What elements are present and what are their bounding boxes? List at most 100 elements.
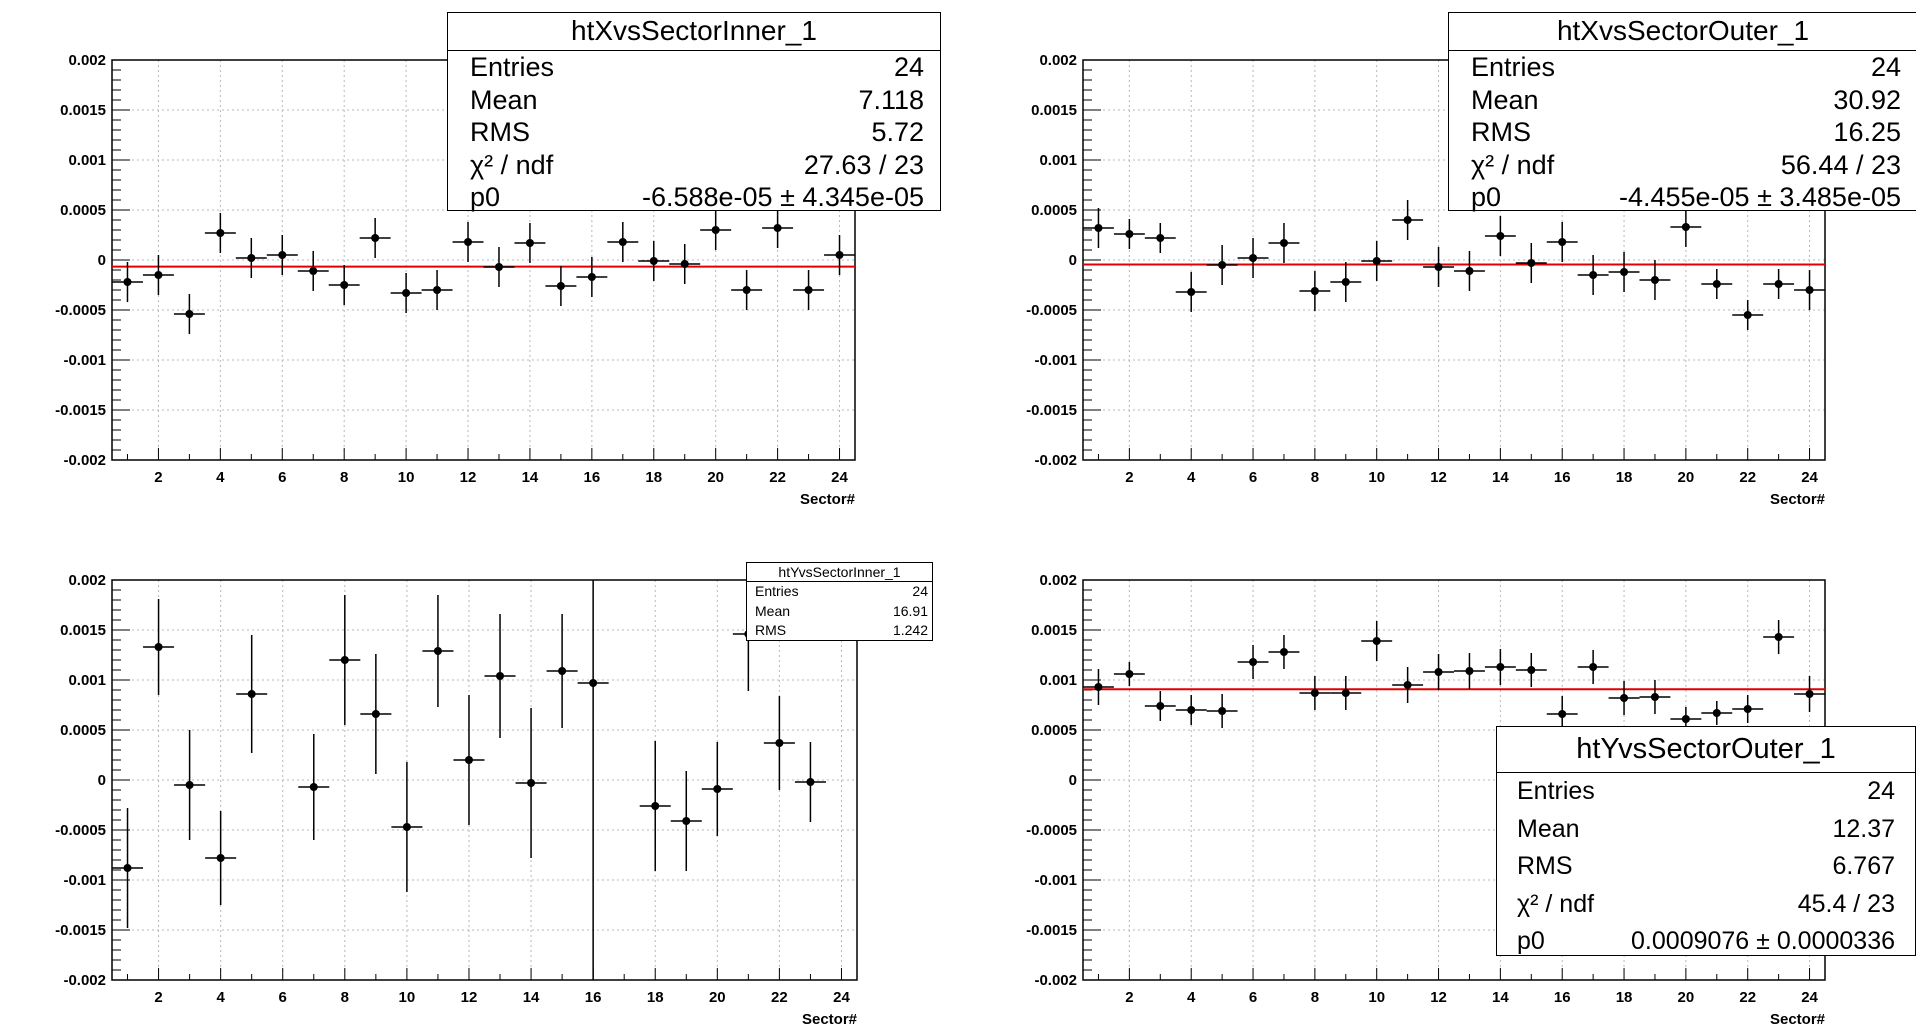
data-point bbox=[309, 783, 318, 791]
y-tick-label: 0.001 bbox=[1039, 672, 1077, 689]
data-point bbox=[1620, 268, 1629, 276]
stats-value: 30.92 bbox=[1833, 84, 1901, 115]
y-tick-label: 0.002 bbox=[1039, 52, 1077, 69]
stats-value: 45.4 / 23 bbox=[1797, 889, 1895, 918]
stats-value: 24 bbox=[1867, 777, 1895, 805]
data-point bbox=[247, 254, 256, 262]
data-point bbox=[556, 282, 565, 290]
data-point bbox=[1094, 224, 1103, 232]
stats-box-x-outer: htXvsSectorOuter_1 Entries 24 Mean 30.92 R… bbox=[1448, 12, 1916, 212]
data-point bbox=[123, 864, 132, 872]
x-tick-label: 12 bbox=[460, 469, 477, 486]
data-point bbox=[1743, 705, 1752, 713]
x-tick-label: 22 bbox=[1739, 469, 1756, 486]
data-point bbox=[402, 823, 411, 831]
stats-box-y-outer: htYvsSectorOuter_1 Entries 24 Mean 12.37 R… bbox=[1496, 726, 1916, 956]
x-tick-label: 2 bbox=[154, 469, 162, 486]
y-tick-label: 0.0015 bbox=[1031, 622, 1077, 639]
data-point bbox=[618, 238, 627, 246]
stats-value: 1.242 bbox=[892, 622, 928, 638]
data-point bbox=[1156, 702, 1165, 710]
plot-frame bbox=[111, 579, 858, 981]
y-tick-label: -0.0015 bbox=[55, 922, 106, 939]
x-tick-label: 4 bbox=[1187, 989, 1196, 1006]
y-tick-label: 0 bbox=[98, 772, 106, 789]
data-point bbox=[496, 672, 505, 680]
data-point bbox=[340, 656, 349, 664]
data-point bbox=[185, 781, 194, 789]
data-point bbox=[1372, 637, 1381, 645]
x-tick-label: 4 bbox=[1187, 469, 1196, 486]
stats-label: χ² / ndf bbox=[1517, 889, 1595, 918]
x-tick-label: 10 bbox=[1368, 469, 1385, 486]
stats-value: 24 bbox=[1870, 52, 1901, 82]
chart-panel-4: 0.002 0.0015 0.001 0.0005 0 -0.0005 -0.001 -0.0… bbox=[1026, 572, 1826, 1027]
stats-value: 6.767 bbox=[1832, 852, 1895, 880]
x-tick-label: 18 bbox=[647, 989, 664, 1006]
x-tick-label: 16 bbox=[585, 989, 602, 1006]
stats-box-x-inner: htXvsSectorInner_1 Entries 24 Mean 7.118 R… bbox=[447, 12, 941, 212]
data-point bbox=[402, 289, 411, 297]
data-point bbox=[154, 643, 163, 651]
y-tick-label: 0.0005 bbox=[1031, 722, 1077, 739]
x-tick-label: 6 bbox=[1249, 989, 1257, 1006]
data-point bbox=[589, 679, 598, 687]
data-point bbox=[1558, 710, 1567, 718]
x-tick-label: 18 bbox=[1616, 469, 1633, 486]
x-tick-label: 2 bbox=[154, 989, 162, 1006]
x-tick-label: 16 bbox=[1554, 989, 1571, 1006]
data-point bbox=[340, 281, 349, 289]
stats-label: p0 bbox=[470, 182, 501, 212]
stats-label: p0 bbox=[1471, 182, 1502, 212]
stats-label: χ² / ndf bbox=[470, 149, 554, 180]
y-tick-label: -0.001 bbox=[1034, 872, 1077, 889]
data-point bbox=[651, 802, 660, 810]
y-tick-label: -0.002 bbox=[1034, 972, 1077, 989]
x-axis-label: Sector# bbox=[1770, 491, 1826, 508]
stats-value: -4.455e-05 ± 3.485e-05 bbox=[1618, 182, 1901, 212]
x-tick-label: 8 bbox=[1311, 989, 1319, 1006]
data-point bbox=[1341, 278, 1350, 286]
y-tick-label: -0.0005 bbox=[55, 302, 106, 319]
y-tick-label: 0.001 bbox=[68, 672, 106, 689]
x-tick-label: 14 bbox=[523, 989, 540, 1006]
data-point bbox=[1125, 670, 1134, 678]
x-tick-label: 10 bbox=[399, 989, 416, 1006]
data-point bbox=[371, 234, 380, 242]
data-point bbox=[1589, 271, 1598, 279]
x-tick-label: 18 bbox=[645, 469, 662, 486]
data-point bbox=[1434, 263, 1443, 271]
data-point bbox=[525, 239, 534, 247]
data-point bbox=[1434, 668, 1443, 676]
x-tick-label: 20 bbox=[1678, 469, 1695, 486]
data-point bbox=[1310, 689, 1319, 697]
y-tick-label: 0 bbox=[1069, 772, 1077, 789]
data-point bbox=[1218, 707, 1227, 715]
data-point bbox=[278, 251, 287, 259]
data-point bbox=[494, 263, 503, 271]
y-tick-label: 0.0015 bbox=[1031, 102, 1077, 119]
y-tick-label: 0.0005 bbox=[1031, 202, 1077, 219]
stats-label: RMS bbox=[755, 622, 787, 638]
x-tick-label: 24 bbox=[833, 989, 850, 1006]
x-tick-label: 2 bbox=[1125, 469, 1133, 486]
data-point bbox=[1620, 694, 1629, 702]
data-point bbox=[804, 286, 813, 294]
stats-label: RMS bbox=[1471, 117, 1531, 147]
y-tick-label: 0 bbox=[1069, 252, 1077, 269]
y-tick-label: -0.0015 bbox=[1026, 922, 1077, 939]
x-tick-label: 8 bbox=[341, 989, 349, 1006]
stats-value: 56.44 / 23 bbox=[1780, 149, 1901, 180]
data-point bbox=[1279, 239, 1288, 247]
data-point bbox=[1187, 706, 1196, 714]
data-point bbox=[464, 756, 473, 764]
data-point bbox=[433, 286, 442, 294]
stats-label: χ² / ndf bbox=[1471, 149, 1555, 180]
x-tick-label: 10 bbox=[1368, 989, 1385, 1006]
data-point bbox=[1403, 681, 1412, 689]
stats-label: p0 bbox=[1517, 927, 1545, 955]
data-point bbox=[1527, 259, 1536, 267]
y-tick-label: -0.001 bbox=[63, 352, 106, 369]
x-tick-label: 16 bbox=[584, 469, 601, 486]
x-tick-label: 4 bbox=[216, 989, 225, 1006]
